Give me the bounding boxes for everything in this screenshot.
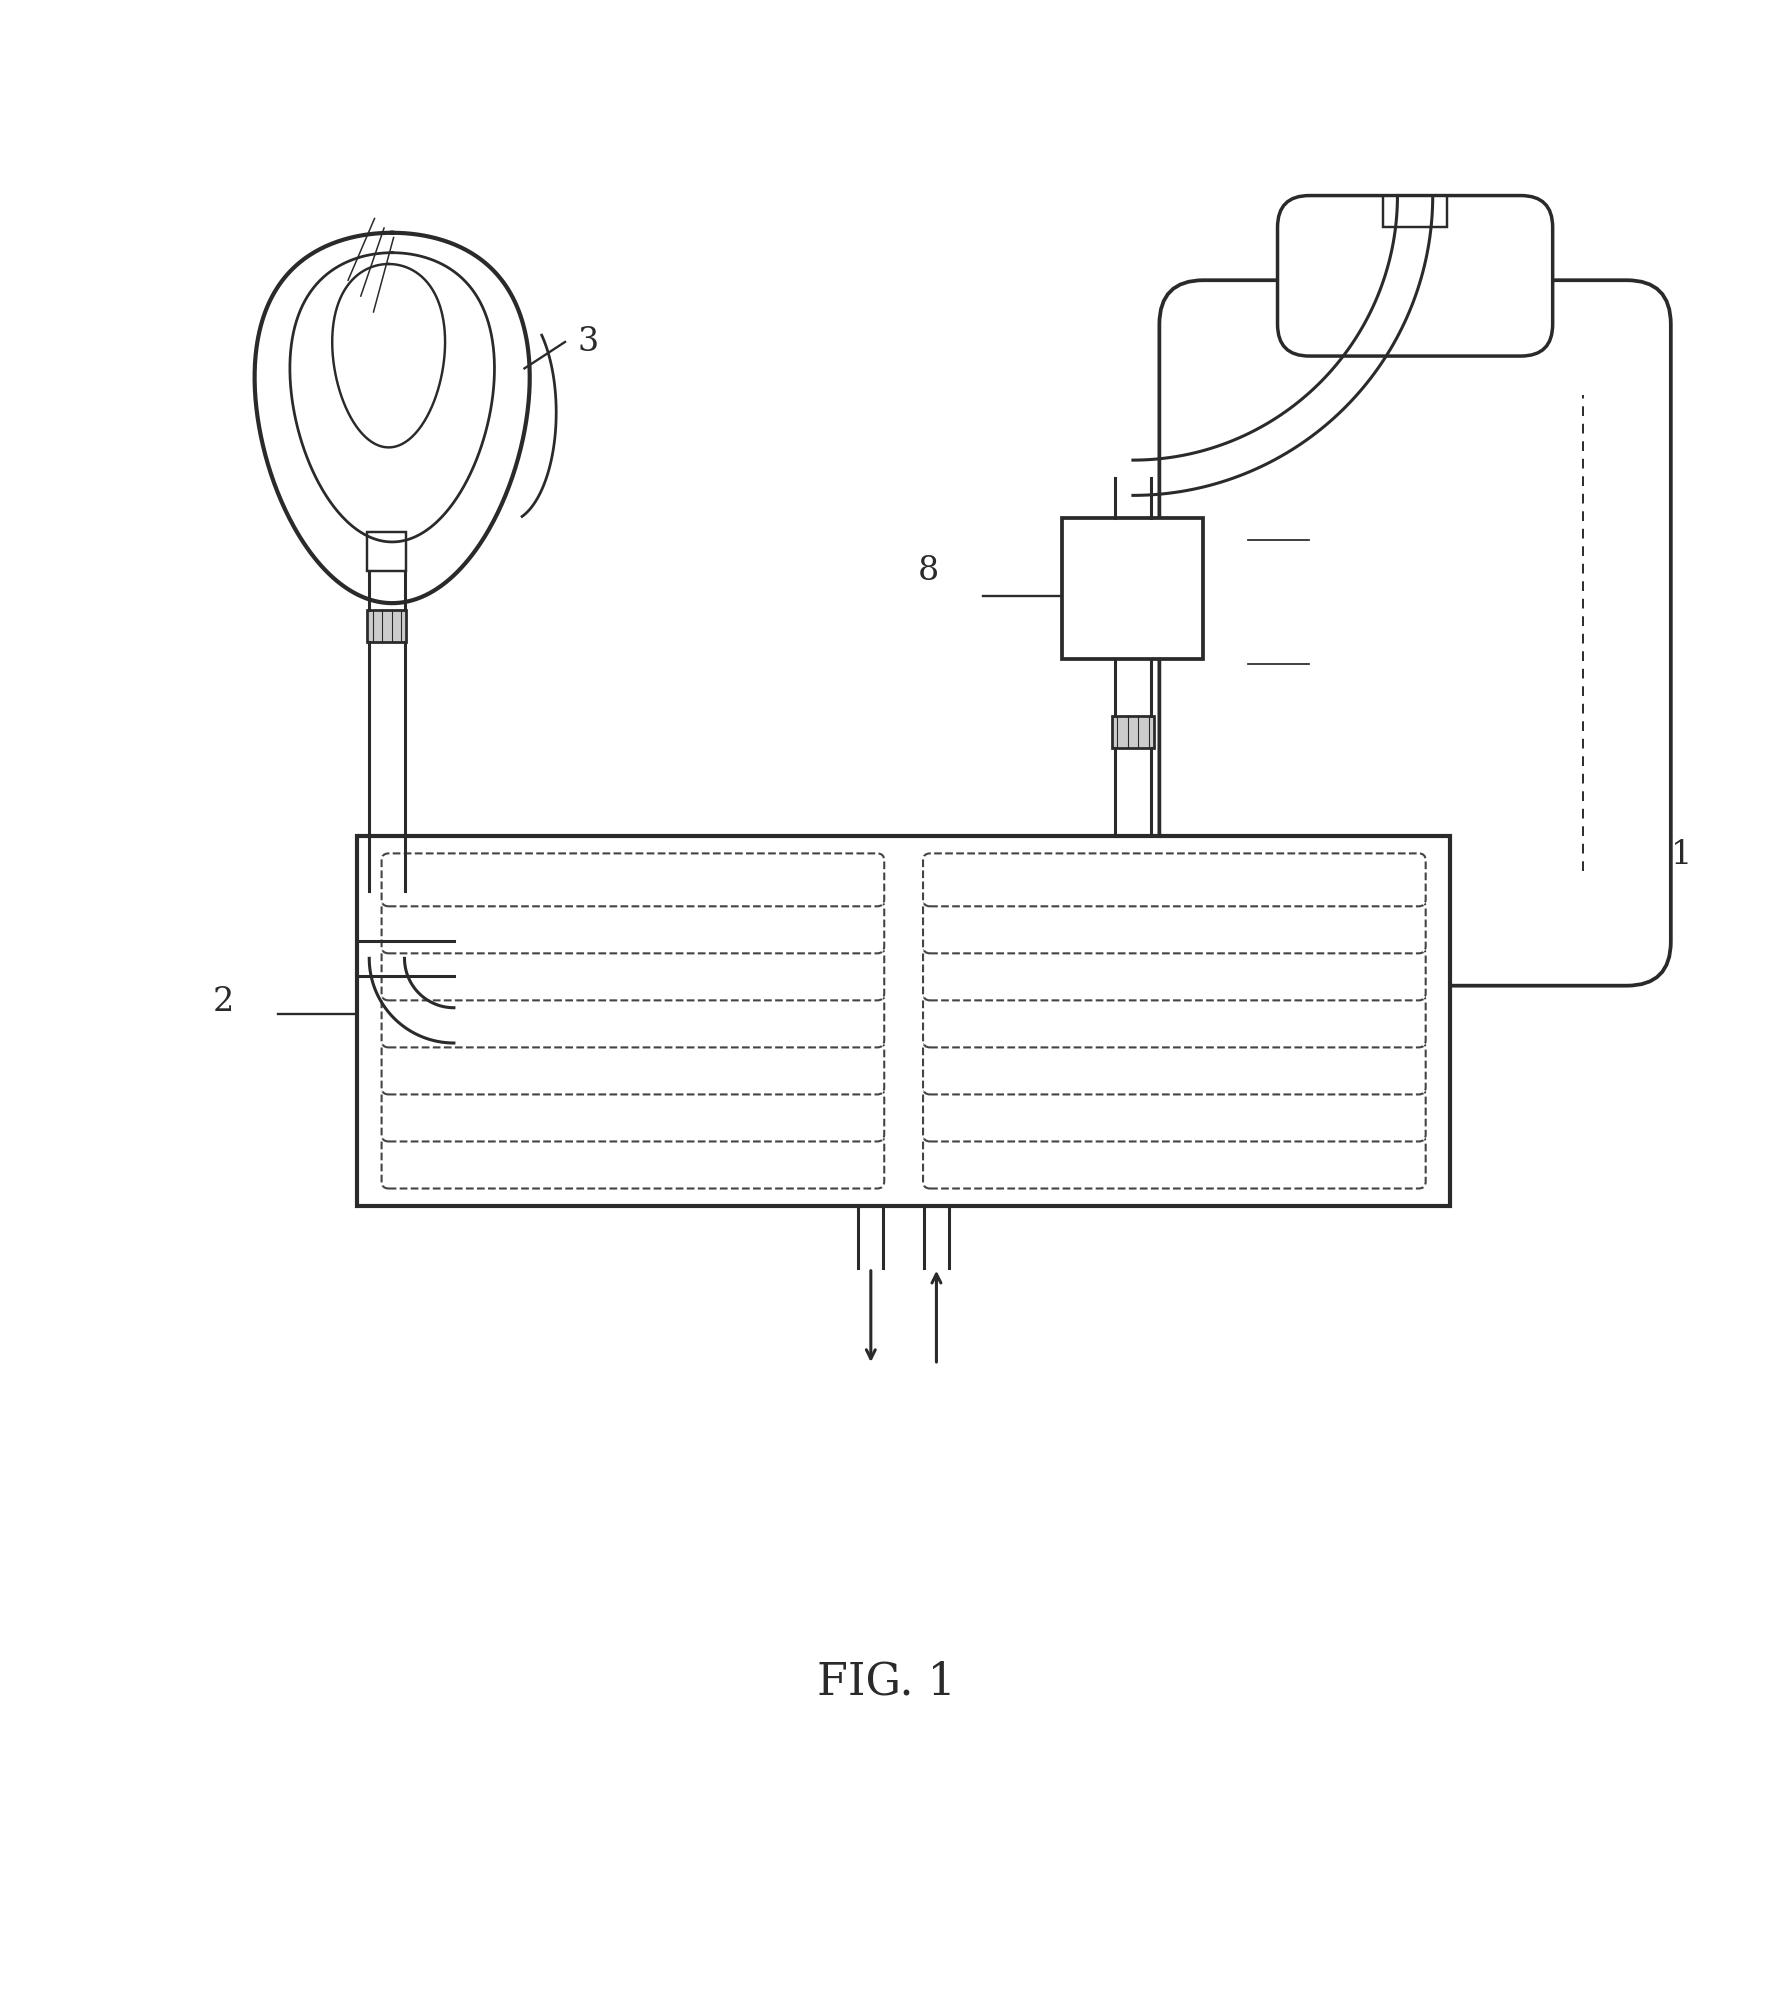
Text: FIG. 1: FIG. 1 <box>817 1661 955 1705</box>
FancyBboxPatch shape <box>381 853 884 907</box>
FancyBboxPatch shape <box>1278 195 1552 356</box>
FancyBboxPatch shape <box>381 994 884 1048</box>
FancyBboxPatch shape <box>923 901 1426 953</box>
Bar <box>1384 195 1448 227</box>
Text: 2: 2 <box>213 987 234 1018</box>
Text: 3: 3 <box>578 326 599 358</box>
FancyBboxPatch shape <box>381 1136 884 1189</box>
FancyBboxPatch shape <box>923 994 1426 1048</box>
FancyBboxPatch shape <box>923 1042 1426 1094</box>
FancyBboxPatch shape <box>923 853 1426 907</box>
FancyBboxPatch shape <box>1159 280 1671 987</box>
Bar <box>1063 519 1203 660</box>
FancyBboxPatch shape <box>381 1042 884 1094</box>
Text: 1: 1 <box>1671 839 1692 871</box>
Bar <box>367 611 406 642</box>
Text: 8: 8 <box>918 555 939 587</box>
FancyBboxPatch shape <box>381 947 884 1000</box>
Bar <box>356 835 1449 1205</box>
FancyBboxPatch shape <box>923 1136 1426 1189</box>
Bar <box>367 533 406 571</box>
FancyBboxPatch shape <box>923 1088 1426 1142</box>
Bar <box>1111 716 1154 748</box>
FancyBboxPatch shape <box>923 947 1426 1000</box>
FancyBboxPatch shape <box>381 1088 884 1142</box>
FancyBboxPatch shape <box>381 901 884 953</box>
